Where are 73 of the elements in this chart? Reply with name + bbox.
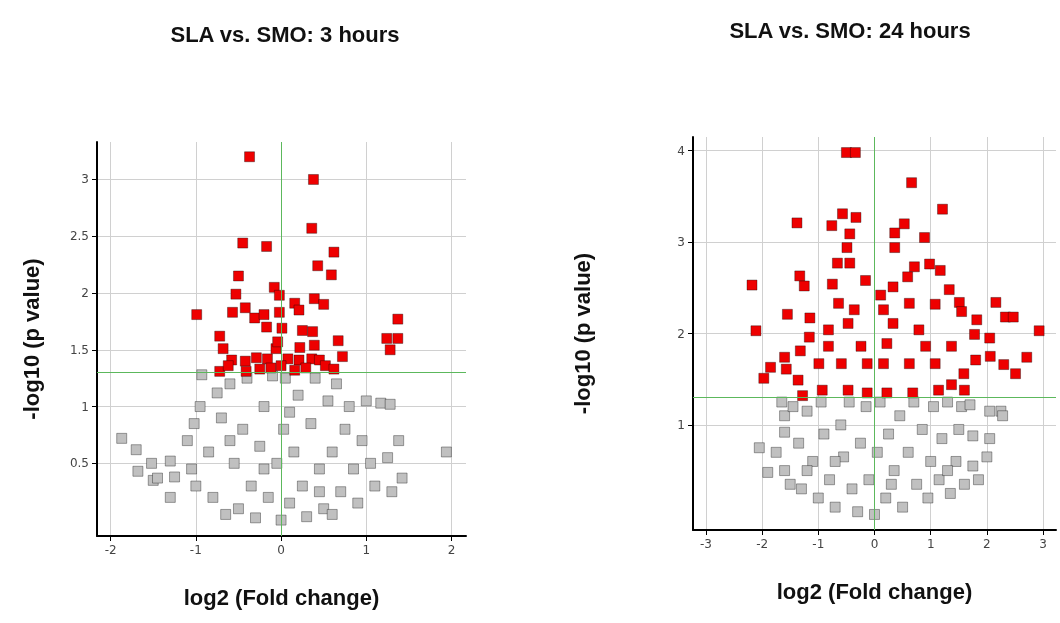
point: [261, 240, 273, 252]
x-tick-label: -3: [699, 537, 712, 551]
y-tick-label: 3: [81, 172, 89, 187]
x-tick-label: 0: [277, 543, 285, 557]
x-axis-title: log2 (Fold change): [183, 584, 380, 610]
chart-title: SLA vs. SMO: 24 hours: [729, 17, 971, 43]
x-tick-label: 2: [983, 537, 991, 551]
point: [308, 293, 320, 305]
x-tick-label: 2: [447, 543, 456, 557]
point: [325, 269, 337, 281]
point: [191, 309, 203, 321]
point: [237, 237, 249, 249]
point: [384, 344, 396, 356]
point: [239, 302, 251, 314]
point: [332, 335, 344, 347]
point: [254, 363, 266, 375]
y-tick-label: 4: [677, 143, 685, 158]
x-tick-label: 0: [870, 537, 879, 551]
point: [275, 360, 287, 372]
point: [240, 365, 252, 377]
point: [296, 324, 308, 336]
point: [239, 355, 251, 367]
point: [336, 351, 348, 363]
point: [308, 339, 320, 351]
point: [392, 332, 404, 344]
point: [265, 362, 277, 374]
x-tick-label: 1: [362, 543, 371, 557]
point: [272, 336, 284, 348]
y-axis-title: -log10 (p value): [569, 252, 595, 415]
x-tick-label: -2: [104, 543, 117, 557]
point: [307, 326, 319, 338]
y-tick-label: 0.5: [69, 456, 89, 471]
y-tick-label: 2: [81, 286, 89, 301]
point: [249, 312, 261, 324]
point: [318, 298, 330, 310]
point: [214, 330, 226, 342]
x-tick-label: -1: [812, 537, 825, 551]
x-tick-label: 3: [1039, 537, 1047, 551]
point: [306, 222, 318, 234]
point: [261, 321, 273, 333]
y-tick-label: 2: [677, 326, 685, 341]
point: [307, 173, 319, 185]
point: [232, 270, 244, 282]
x-tick-label: 1: [926, 537, 935, 551]
y-tick-label: 1.5: [69, 342, 89, 357]
y-tick-label: 1: [677, 417, 685, 432]
chart-title: SLA vs. SMO: 3 hours: [170, 21, 400, 47]
point: [381, 332, 393, 344]
point: [244, 151, 256, 163]
y-tick-label: 1: [81, 399, 89, 414]
point: [258, 309, 270, 321]
point: [312, 260, 324, 272]
point: [300, 362, 312, 374]
point: [273, 306, 285, 318]
point: [230, 288, 242, 300]
x-tick-label: -1: [189, 543, 202, 557]
point: [273, 289, 285, 301]
point: [328, 363, 340, 375]
point: [222, 360, 234, 372]
point: [227, 306, 238, 318]
point: [276, 322, 288, 334]
y-axis-title: -log10 (p value): [18, 258, 44, 420]
point: [293, 304, 305, 316]
y-tick-label: 2.5: [69, 229, 89, 244]
point: [294, 342, 306, 354]
point: [328, 246, 340, 258]
y-tick-label: 3: [677, 235, 685, 250]
point: [289, 364, 301, 376]
x-tick-label: -2: [756, 537, 769, 551]
x-axis-title: log2 (Fold change): [776, 578, 973, 604]
point: [217, 343, 229, 355]
point: [392, 313, 404, 325]
point: [250, 352, 262, 364]
